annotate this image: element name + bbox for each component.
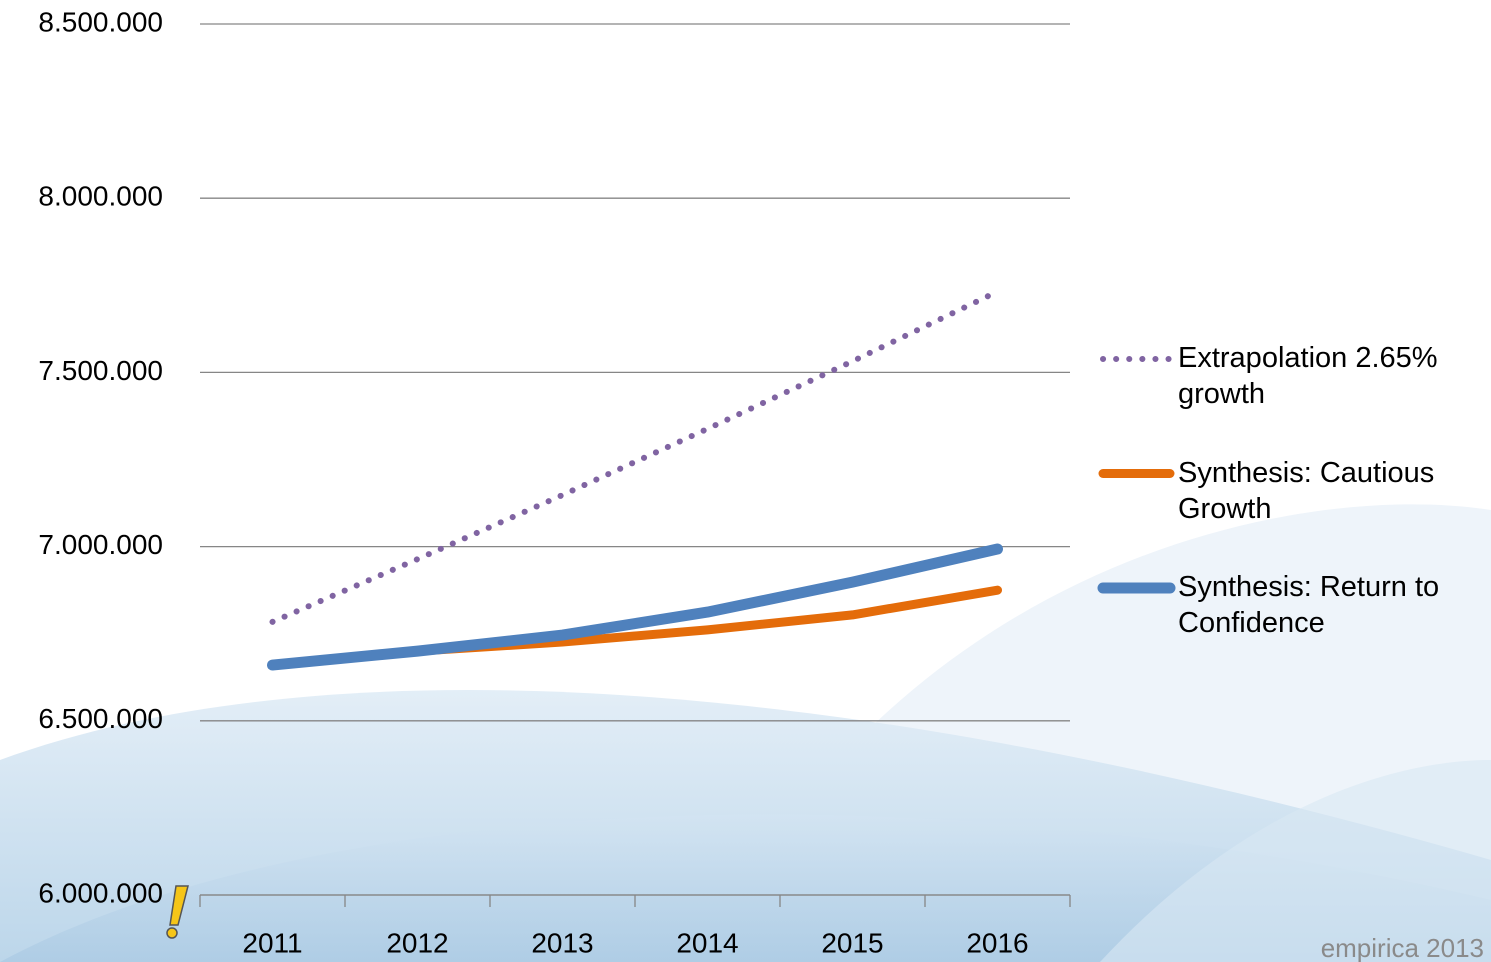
y-tick-label: 8.500.000 bbox=[38, 6, 163, 37]
x-tick-label: 2012 bbox=[386, 927, 448, 958]
series-line bbox=[267, 543, 1003, 671]
y-tick-label: 6.500.000 bbox=[38, 703, 163, 734]
legend-label: Synthesis: Return to Confidence bbox=[1178, 571, 1440, 639]
y-tick-label: 8.000.000 bbox=[38, 181, 163, 212]
x-tick-label: 2013 bbox=[531, 927, 593, 958]
x-tick-label: 2014 bbox=[676, 927, 738, 958]
background bbox=[0, 504, 1491, 962]
x-tick-label: 2015 bbox=[821, 927, 883, 958]
legend-label: Synthesis: Cautious Growth bbox=[1178, 456, 1435, 525]
footer: empirica 2013 bbox=[1321, 933, 1484, 962]
y-tick-label: 7.000.000 bbox=[38, 529, 163, 560]
y-tick-label: 6.000.000 bbox=[38, 877, 163, 908]
warning-icon bbox=[166, 885, 189, 939]
x-tick-label: 2011 bbox=[242, 927, 302, 958]
legend-label: Extrapolation 2.65% growth bbox=[1178, 342, 1438, 410]
series-line bbox=[269, 288, 1001, 625]
y-tick-label: 7.500.000 bbox=[38, 355, 163, 386]
x-tick-label: 2016 bbox=[966, 927, 1028, 958]
